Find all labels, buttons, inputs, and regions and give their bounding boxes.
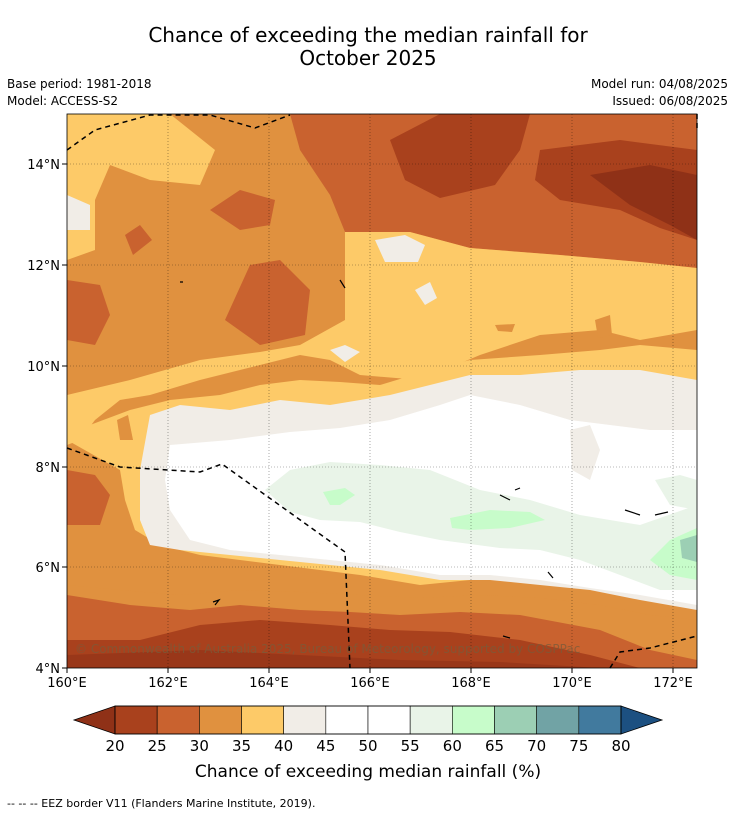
colorbar-segment	[409, 705, 453, 735]
rainfall-contours	[67, 114, 697, 668]
lat-tick: 12°N	[27, 259, 60, 274]
map-title-line1: Chance of exceeding the median rainfall …	[148, 23, 588, 47]
model-name: Model: ACCESS-S2	[7, 94, 119, 108]
issued-date: Issued: 06/08/2025	[612, 94, 728, 108]
colorbar-title: Chance of exceeding median rainfall (%)	[194, 762, 542, 782]
colorbar-segment	[367, 705, 411, 735]
lat-tick: 6°N	[36, 561, 61, 576]
colorbar-tick-label: 80	[611, 737, 631, 755]
colorbar-segment	[536, 705, 580, 735]
colorbar-tick-label: 40	[274, 737, 294, 755]
colorbar-segment	[114, 705, 158, 735]
colorbar-low-arrow	[72, 705, 116, 735]
lat-tick: 10°N	[27, 360, 60, 375]
lat-tick: 14°N	[27, 158, 60, 173]
colorbar-segment	[452, 705, 495, 735]
lon-tick: 160°E	[47, 676, 87, 691]
latitude-labels: 14°N 12°N 10°N 8°N 6°N 4°N	[27, 158, 60, 677]
colorbar-high-arrow	[620, 705, 664, 735]
colorbar-tick-label: 75	[569, 737, 589, 755]
colorbar-tick-label: 50	[358, 737, 378, 755]
colorbar-segment	[241, 705, 284, 735]
colorbar-tick-label: 55	[400, 737, 420, 755]
colorbar-tick-label: 35	[231, 737, 252, 755]
colorbar-segment	[578, 705, 622, 735]
islands	[180, 279, 669, 639]
colorbar-frame	[114, 705, 622, 735]
lon-tick: 164°E	[249, 676, 289, 691]
colorbar-tick-label: 45	[316, 737, 336, 755]
colorbar	[72, 705, 664, 735]
colorbar-tick-label: 65	[484, 737, 505, 755]
colorbar-tick-label: 30	[189, 737, 209, 755]
colorbar-segment	[494, 705, 537, 735]
colorbar-tick-label: 60	[442, 737, 462, 755]
copyright-notice: © Commonwealth of Australia 2025, Bureau…	[75, 642, 580, 656]
lon-tick: 168°E	[451, 676, 491, 691]
colorbar-segment	[199, 705, 242, 735]
lon-tick: 162°E	[148, 676, 188, 691]
colorbar-segment	[156, 705, 200, 735]
colorbar-tick-label: 25	[147, 737, 167, 755]
colorbar-segment	[283, 705, 327, 735]
lat-tick: 4°N	[36, 662, 61, 677]
longitude-labels: 160°E 162°E 164°E 166°E 168°E 170°E 172°…	[47, 676, 693, 691]
base-period: Base period: 1981-2018	[7, 77, 152, 91]
model-run: Model run: 04/08/2025	[590, 77, 728, 91]
colorbar-tick-label: 70	[527, 737, 547, 755]
lon-tick: 170°E	[552, 676, 592, 691]
colorbar-segment	[325, 705, 369, 735]
lon-tick: 166°E	[350, 676, 390, 691]
lon-tick: 172°E	[653, 676, 693, 691]
map-frame	[66, 113, 698, 669]
lat-tick: 8°N	[36, 461, 61, 476]
colorbar-tick-label: 20	[105, 737, 125, 755]
eez-footnote: -- -- -- EEZ border V11 (Flanders Marine…	[7, 797, 316, 810]
graticule	[67, 114, 697, 668]
axis-ticks	[62, 163, 674, 673]
map-title-line2: October 2025	[299, 46, 437, 70]
